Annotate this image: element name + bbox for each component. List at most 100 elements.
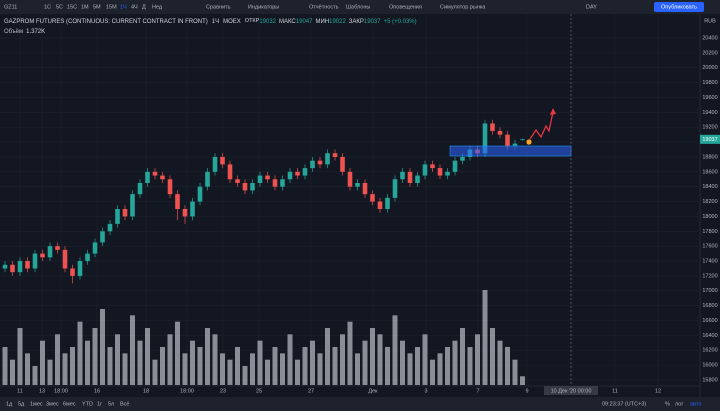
candle-body: [482, 123, 488, 154]
price-tick-label: 20400: [702, 35, 717, 41]
volume-bar: [227, 359, 233, 385]
candle-body: [452, 160, 458, 172]
high-label: МАКС: [279, 19, 296, 25]
interval-button[interactable]: Д: [142, 4, 146, 10]
candle-body: [32, 253, 38, 269]
candle-body: [115, 209, 120, 224]
candle-body: [100, 231, 105, 243]
log-toggle[interactable]: лог: [675, 401, 683, 407]
interval-button[interactable]: 4Ч: [131, 4, 138, 10]
volume-bar: [325, 328, 330, 385]
arrow-head: [550, 108, 556, 115]
volume-bar: [467, 347, 473, 385]
candle-layer: [2, 119, 525, 284]
volume-label: Объём: [4, 29, 23, 35]
interval-button[interactable]: 5С: [56, 4, 63, 10]
range-button[interactable]: 3мес: [46, 401, 59, 407]
volume-bar: [362, 340, 368, 385]
price-tick-label: 19400: [702, 110, 717, 116]
time-tick-label: 23: [220, 388, 226, 394]
candle-body: [2, 264, 8, 269]
volume-bar: [47, 359, 53, 385]
candle-body: [227, 164, 233, 180]
rectangle-drawing[interactable]: [449, 145, 572, 157]
interval-button[interactable]: 1С: [44, 4, 51, 10]
interval-button[interactable]: 1Ч: [120, 4, 127, 10]
publish-button[interactable]: [654, 2, 704, 12]
volume-bar: [182, 353, 188, 385]
time-tick-label: 18:00: [54, 388, 68, 394]
volume-bar: [340, 334, 345, 385]
volume-bar: [445, 347, 450, 385]
volume-legend: Объём 1.372K: [4, 29, 45, 35]
range-button[interactable]: 5л: [108, 401, 114, 407]
range-button[interactable]: 1г: [97, 401, 102, 407]
interval-button[interactable]: 1М: [81, 4, 89, 10]
forecast-arrow[interactable]: [529, 111, 554, 140]
candle-body: [520, 139, 525, 141]
candle-body: [85, 253, 90, 262]
candle-body: [347, 171, 353, 187]
percent-toggle[interactable]: %: [665, 401, 670, 407]
interval-button[interactable]: 15С: [67, 4, 77, 10]
price-tick-label: 20200: [702, 50, 717, 56]
range-button[interactable]: YTD: [82, 401, 93, 407]
time-tick-label: 11: [612, 388, 618, 394]
candle-body: [17, 261, 23, 273]
candle-body: [287, 171, 293, 180]
interval-button[interactable]: Нед: [152, 4, 163, 10]
price-tick-label: 18000: [702, 214, 717, 220]
crosshair-label: 10 Дек '20 00:00: [551, 388, 592, 394]
candle-body: [400, 171, 405, 180]
volume-bar: [317, 353, 323, 385]
price-tick-label: 15800: [702, 377, 717, 383]
price-tick-label: 20000: [702, 65, 717, 71]
candle-body: [137, 182, 143, 195]
volume-bar: [17, 328, 23, 385]
toolbar-button[interactable]: Сравнить: [206, 4, 231, 10]
toolbar-button[interactable]: Индикаторы: [248, 4, 279, 10]
interval-button[interactable]: 15М: [106, 4, 117, 10]
symbol[interactable]: GZ11: [4, 4, 17, 10]
candle-body: [160, 175, 165, 180]
candle-body: [302, 168, 308, 176]
volume-bar: [392, 315, 398, 385]
candle-body: [40, 253, 45, 258]
range-button[interactable]: 6мес: [63, 401, 76, 407]
volume-bar: [452, 340, 458, 385]
toolbar-button[interactable]: Оповещения: [389, 4, 422, 10]
candle-body: [505, 134, 510, 146]
candle-body: [280, 179, 285, 187]
candle-body: [310, 160, 315, 169]
volume-bar: [77, 321, 83, 385]
volume-bar: [332, 347, 338, 385]
volume-bar: [400, 340, 405, 385]
open: 19032: [259, 19, 276, 25]
range-button[interactable]: 1д: [6, 401, 13, 407]
publish-text[interactable]: Опубликовать: [661, 4, 697, 10]
range-button[interactable]: 1мес: [30, 401, 43, 407]
price-tick-label: 17800: [702, 229, 717, 235]
volume-bar: [490, 328, 495, 385]
candle-body: [490, 123, 495, 131]
candle-body: [190, 201, 195, 217]
volume-bar: [310, 340, 315, 385]
range-button[interactable]: 5д: [18, 401, 25, 407]
range-button[interactable]: Всё: [120, 401, 129, 407]
close: 19037: [364, 19, 381, 25]
volume-bar: [272, 347, 278, 385]
toolbar-button[interactable]: Шаблоны: [346, 4, 370, 10]
candle-body: [325, 153, 330, 165]
volume-bar: [32, 366, 38, 385]
high: 19047: [296, 19, 313, 25]
price-tick-label: 16400: [702, 333, 717, 339]
time-tick-label: 7: [476, 388, 479, 394]
auto-toggle[interactable]: авто: [690, 401, 701, 407]
candle-body: [250, 182, 255, 191]
layout-name[interactable]: DAY: [586, 4, 597, 10]
volume-bar: [122, 353, 128, 385]
toolbar-button[interactable]: Отчётность: [309, 4, 339, 10]
interval-button[interactable]: 5М: [93, 4, 101, 10]
toolbar-button[interactable]: Симулятор рынка: [440, 4, 486, 10]
